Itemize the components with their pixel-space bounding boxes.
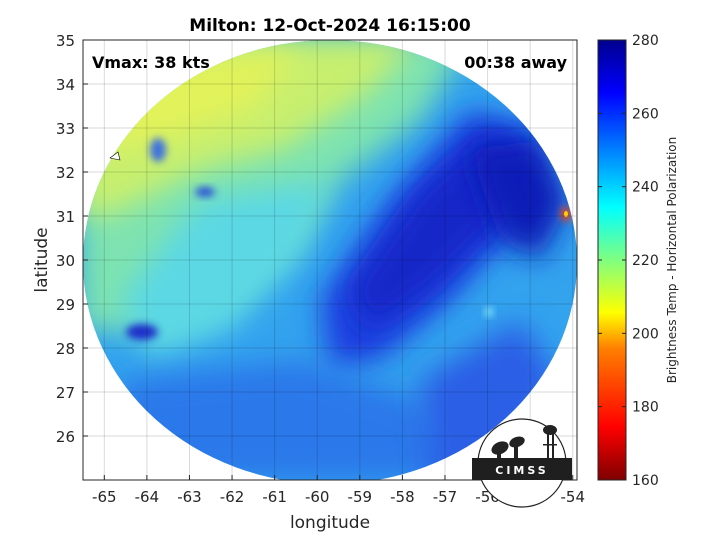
chart-title: Milton: 12-Oct-2024 16:15:00 <box>189 16 471 36</box>
colorbar-tick-label: 260 <box>632 106 659 122</box>
x-tick-label: -60 <box>305 488 330 506</box>
y-tick-label: 35 <box>56 32 75 50</box>
colorbar-tick-label: 280 <box>632 33 659 49</box>
x-tick-label: -54 <box>560 488 585 506</box>
x-tick-label: -58 <box>390 488 415 506</box>
x-tick-label: -63 <box>177 488 202 506</box>
grid-lines <box>83 39 577 480</box>
colorbar-label: Brightness Temp - Horizontal Polarizatio… <box>665 137 679 384</box>
colorbar: 280 260 240 220 200 180 160 Brightness Temp - … <box>597 33 679 489</box>
colorbar-ticks: 280 260 240 220 200 180 160 <box>598 33 659 489</box>
y-tick-label: 27 <box>56 384 75 402</box>
logo-text: CIMSS <box>495 464 548 477</box>
x-tick-label: -57 <box>433 488 458 506</box>
brightness-temp-swath <box>83 40 577 480</box>
x-tick-label: -62 <box>220 488 245 506</box>
colorbar-tick-label: 240 <box>632 180 659 196</box>
x-tick-label: -65 <box>92 488 117 506</box>
y-tick-label: 34 <box>56 76 75 94</box>
y-axis-label: latitude <box>32 227 52 292</box>
vmax-annotation: Vmax: 38 kts <box>92 53 210 72</box>
colorbar-tick-label: 220 <box>632 253 659 269</box>
x-tick-label: -59 <box>348 488 373 506</box>
colorbar-tick-label: 180 <box>632 400 659 416</box>
time-away-annotation: 00:38 away <box>464 53 567 72</box>
x-tick-label: -61 <box>262 488 287 506</box>
y-tick-label: 26 <box>56 428 75 446</box>
x-axis-ticks: -65-64-63-62-61-60-59-58-57-56-55-54 <box>92 475 585 506</box>
x-tick-label: -64 <box>135 488 160 506</box>
colorbar-gradient <box>597 39 627 481</box>
cimss-logo: CIMSS <box>472 418 572 508</box>
y-tick-label: 30 <box>56 252 75 270</box>
y-tick-label: 32 <box>56 164 75 182</box>
x-axis-label: longitude <box>290 513 370 533</box>
y-tick-label: 29 <box>56 296 75 314</box>
y-axis-ticks: 35 34 33 32 31 30 29 28 27 26 <box>56 32 88 446</box>
y-tick-label: 28 <box>56 340 75 358</box>
y-tick-label: 31 <box>56 208 75 226</box>
colorbar-tick-label: 200 <box>632 326 659 342</box>
colorbar-tick-label: 160 <box>632 473 659 489</box>
y-tick-label: 33 <box>56 120 75 138</box>
